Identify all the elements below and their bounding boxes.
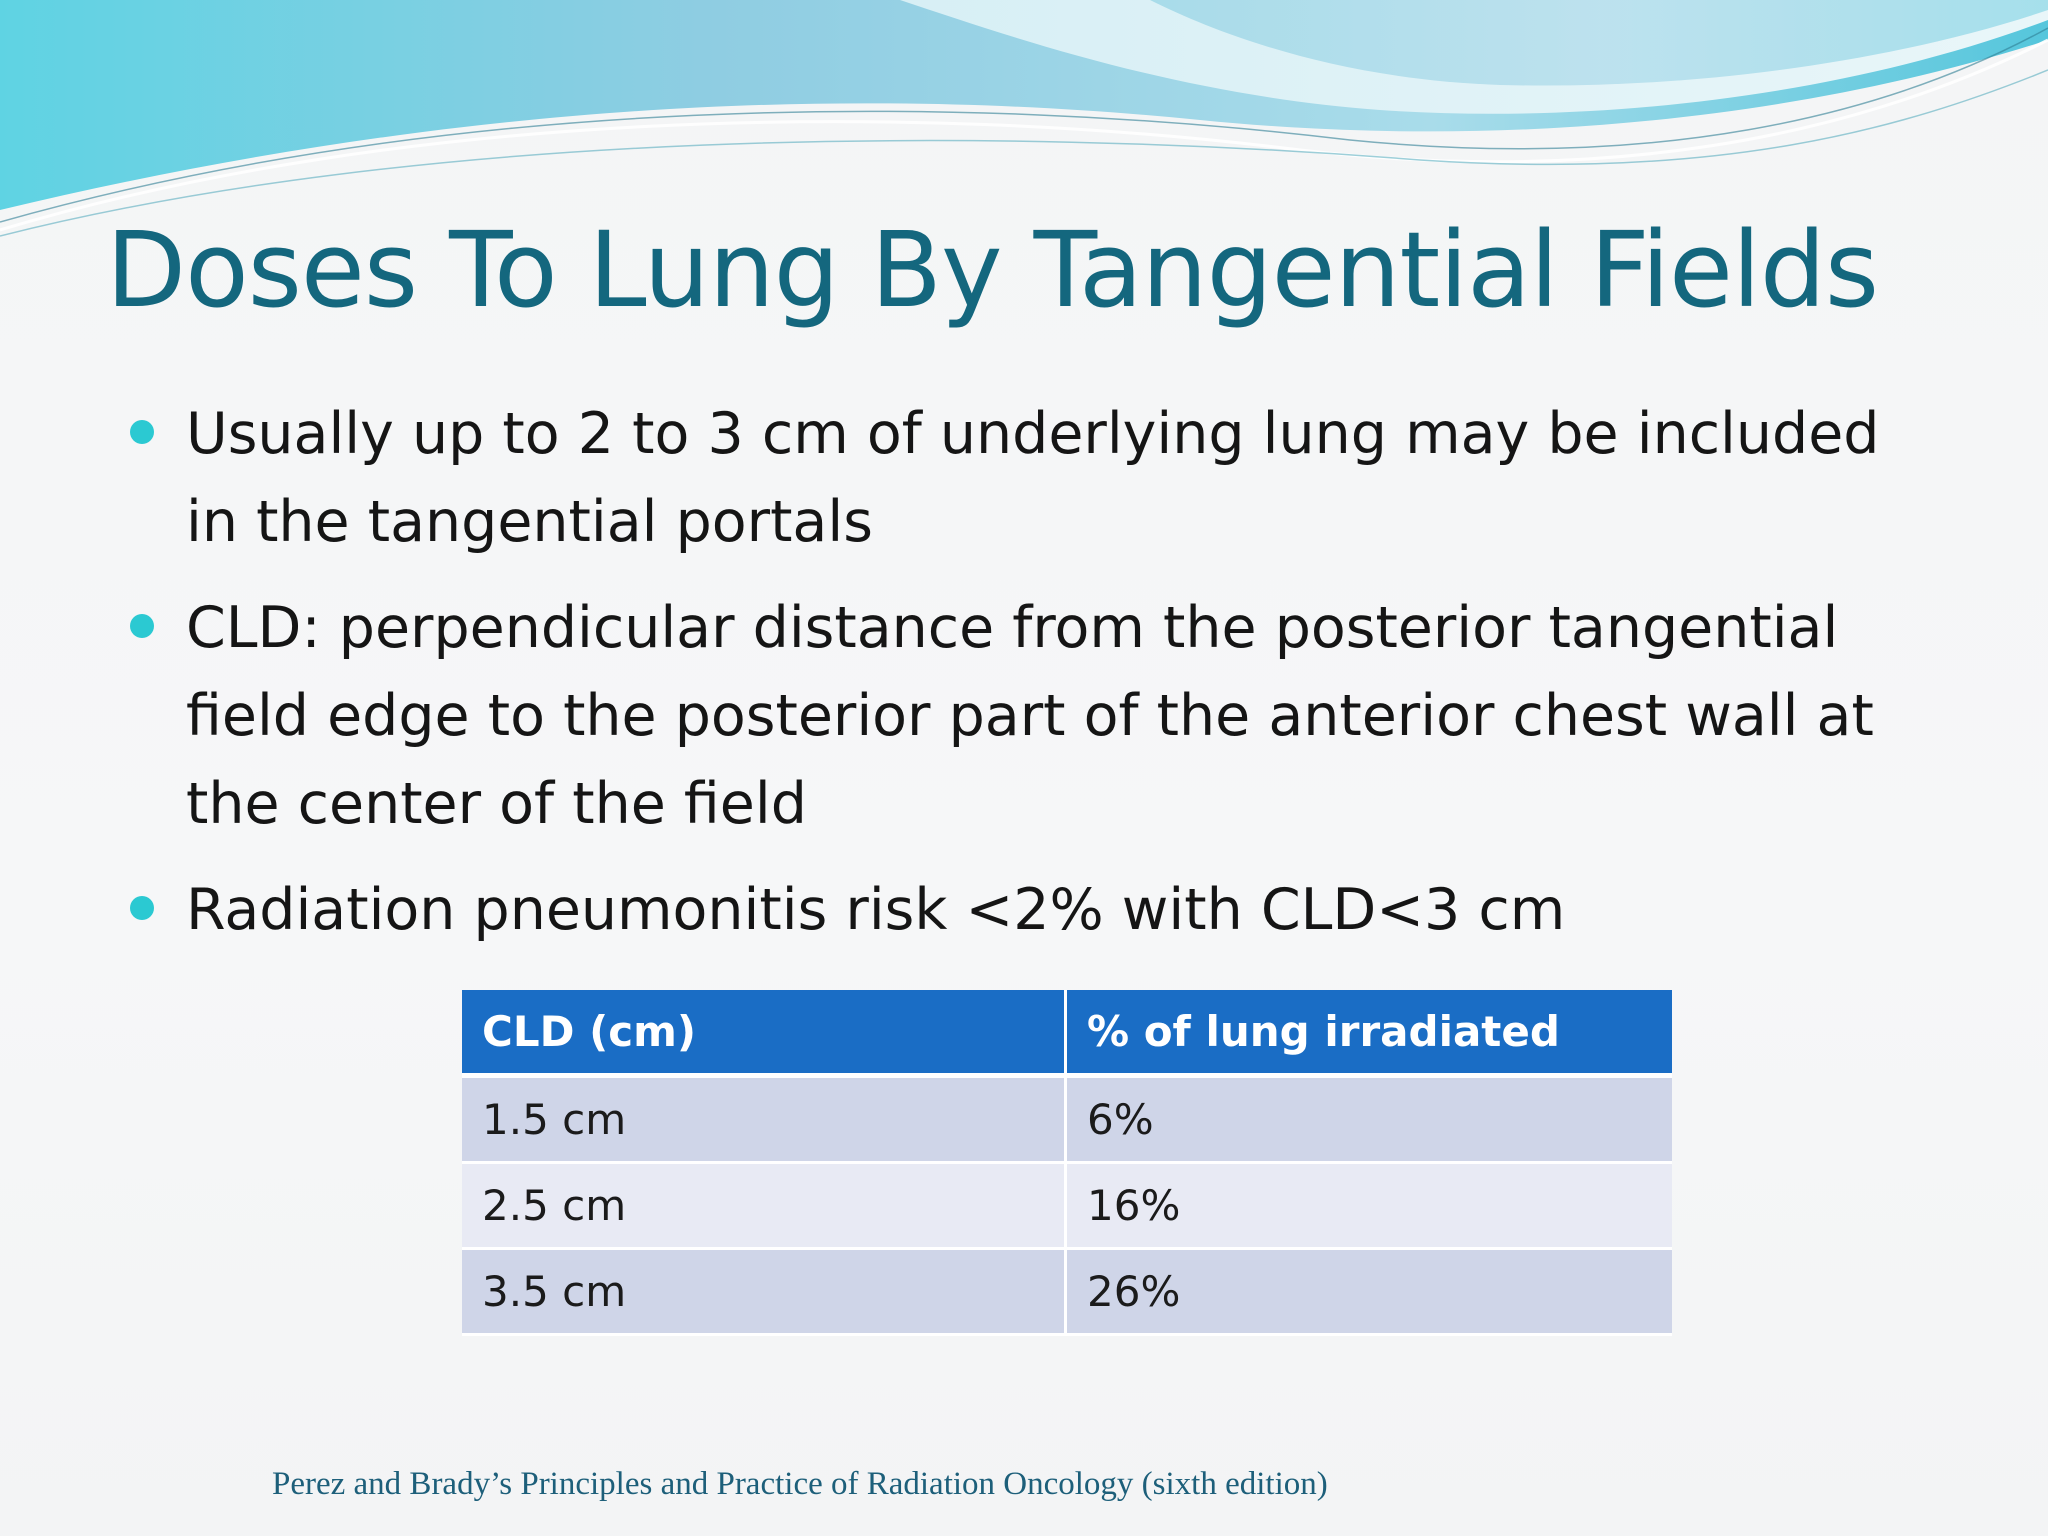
- cld-lung-table: CLD (cm) % of lung irradiated 1.5 cm 6% …: [462, 990, 1672, 1336]
- bullet-dot-icon: [130, 614, 154, 638]
- bullet-item: CLD: perpendicular distance from the pos…: [130, 584, 1930, 848]
- bullet-dot-icon: [130, 420, 154, 444]
- table-row: 2.5 cm 16%: [462, 1164, 1672, 1250]
- bullet-item: Radiation pneumonitis risk <2% with CLD<…: [130, 866, 1930, 954]
- table-header-row: CLD (cm) % of lung irradiated: [462, 990, 1672, 1078]
- table-cell: 6%: [1067, 1078, 1672, 1164]
- bullet-text: Usually up to 2 to 3 cm of underlying lu…: [186, 401, 1880, 555]
- slide-title: Doses To Lung By Tangential Fields: [106, 209, 1879, 331]
- table-cell: 26%: [1067, 1250, 1672, 1336]
- bullet-item: Usually up to 2 to 3 cm of underlying lu…: [130, 390, 1930, 566]
- citation-text: Perez and Brady’s Principles and Practic…: [272, 1466, 1328, 1502]
- table-row: 3.5 cm 26%: [462, 1250, 1672, 1336]
- bullet-text: CLD: perpendicular distance from the pos…: [186, 595, 1874, 837]
- bullet-text: Radiation pneumonitis risk <2% with CLD<…: [186, 877, 1566, 943]
- table-cell: 2.5 cm: [462, 1164, 1067, 1250]
- table-header-percent: % of lung irradiated: [1067, 990, 1672, 1078]
- bullet-list: Usually up to 2 to 3 cm of underlying lu…: [130, 390, 1930, 972]
- table-cell: 3.5 cm: [462, 1250, 1067, 1336]
- table-row: 1.5 cm 6%: [462, 1078, 1672, 1164]
- bullet-dot-icon: [130, 896, 154, 920]
- table-header-cld: CLD (cm): [462, 990, 1067, 1078]
- header-wave-decoration: [0, 0, 2048, 237]
- table-cell: 16%: [1067, 1164, 1672, 1250]
- table-cell: 1.5 cm: [462, 1078, 1067, 1164]
